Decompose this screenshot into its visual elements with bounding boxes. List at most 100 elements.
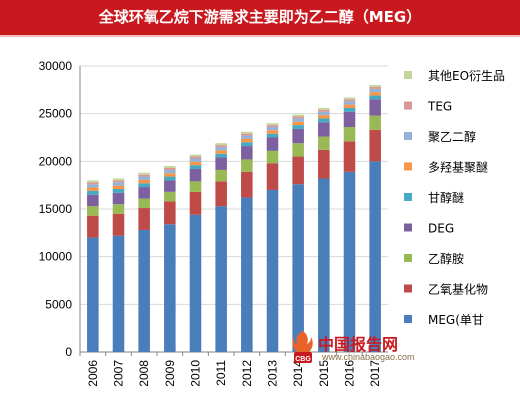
bar-segment-2013-series-1 bbox=[266, 163, 279, 190]
bar-segment-2012-series-3 bbox=[241, 146, 253, 160]
bar-segment-2016-series-0 bbox=[343, 171, 356, 352]
bar-segment-2014-series-6 bbox=[292, 118, 304, 122]
bar-segment-2009-series-4 bbox=[164, 176, 176, 181]
bar-segment-2011-series-7 bbox=[215, 145, 227, 148]
bar-segment-2011-series-5 bbox=[215, 150, 227, 154]
bar-segment-2008-series-4 bbox=[138, 183, 150, 188]
legend-label-series-4: 甘醇醚 bbox=[428, 190, 464, 205]
bar-segment-2010-series-6 bbox=[189, 158, 202, 162]
bar-segment-2008-series-6 bbox=[138, 176, 150, 180]
bar-segment-2010-series-8 bbox=[189, 154, 202, 157]
bar-segment-2008-series-0 bbox=[138, 229, 150, 352]
bar-segment-2009-series-1 bbox=[164, 201, 176, 225]
bar-segment-2010-series-5 bbox=[189, 161, 202, 166]
chinabaogao-logo-icon: CBG bbox=[292, 331, 313, 363]
bar-segment-2014-series-4 bbox=[292, 125, 304, 129]
bar-segment-2015-series-4 bbox=[318, 118, 330, 123]
bar-segment-2008-series-2 bbox=[138, 198, 150, 209]
bar-segment-2007-series-5 bbox=[112, 185, 125, 189]
y-tick-label: 5000 bbox=[45, 297, 72, 311]
bar-segment-2017-series-8 bbox=[369, 85, 381, 87]
bar-segment-2015-series-5 bbox=[318, 115, 330, 119]
bar-segment-2009-series-7 bbox=[164, 168, 176, 170]
bar-segment-2014-series-7 bbox=[292, 116, 304, 119]
bar-segment-2016-series-7 bbox=[343, 99, 356, 102]
x-tick-label: 2016 bbox=[343, 360, 357, 387]
legend-swatch-series-4 bbox=[404, 193, 412, 201]
bar-segment-2014-series-2 bbox=[292, 143, 304, 157]
bar-segment-2010-series-4 bbox=[189, 165, 202, 169]
bar-segment-2008-series-5 bbox=[138, 179, 150, 184]
bar-segment-2006-series-7 bbox=[87, 182, 99, 185]
legend-swatch-series-5 bbox=[404, 162, 412, 171]
x-tick-label: 2014 bbox=[291, 360, 305, 387]
legend-label-series-1: 乙氧基化物 bbox=[428, 283, 488, 297]
y-tick-label: 30000 bbox=[39, 59, 73, 73]
legend-label-series-6: 聚乙二醇 bbox=[428, 129, 476, 144]
legend-swatch-series-6 bbox=[404, 132, 412, 140]
bar-segment-2014-series-3 bbox=[292, 128, 304, 144]
bar-segment-2015-series-6 bbox=[318, 111, 330, 116]
bar-segment-2010-series-0 bbox=[189, 214, 202, 352]
bar-segment-2017-series-5 bbox=[369, 92, 381, 96]
bar-segment-2009-series-8 bbox=[164, 166, 176, 169]
x-tick-label: 2015 bbox=[317, 360, 331, 387]
bar-segment-2015-series-1 bbox=[318, 149, 330, 179]
bar-segment-2009-series-6 bbox=[164, 169, 176, 174]
x-tick-label: 2017 bbox=[368, 360, 382, 387]
bar-segment-2011-series-0 bbox=[215, 206, 227, 352]
bar-segment-2016-series-3 bbox=[343, 111, 356, 128]
bar-segment-2007-series-0 bbox=[112, 235, 125, 352]
bar-segment-2011-series-6 bbox=[215, 147, 227, 151]
bar-segment-2008-series-8 bbox=[138, 172, 150, 175]
bar-segment-2017-series-4 bbox=[369, 95, 381, 100]
bar-segment-2017-series-6 bbox=[369, 88, 381, 93]
bar-segment-2013-series-5 bbox=[266, 130, 279, 134]
logo-text: CBG bbox=[295, 356, 311, 363]
x-tick-label: 2009 bbox=[163, 360, 177, 387]
bar-segment-2012-series-8 bbox=[241, 131, 253, 134]
legend-label-series-0: MEG(单甘 bbox=[428, 313, 484, 327]
bar-segment-2014-series-0 bbox=[292, 184, 304, 352]
bar-segment-2016-series-5 bbox=[343, 104, 356, 108]
bar-segment-2008-series-1 bbox=[138, 208, 150, 230]
bar-segment-2013-series-6 bbox=[266, 127, 279, 131]
bar-segment-2009-series-3 bbox=[164, 180, 176, 192]
x-tick-label: 2013 bbox=[266, 360, 280, 387]
bar-segment-2015-series-8 bbox=[318, 107, 330, 110]
bar-segment-2016-series-4 bbox=[343, 107, 356, 112]
title-bar: 全球环氧乙烷下游需求主要即为乙二醇（MEG） bbox=[0, 0, 520, 37]
legend-swatch-series-7 bbox=[404, 101, 412, 110]
bar-segment-2006-series-6 bbox=[87, 184, 99, 188]
bar-segment-2017-series-2 bbox=[369, 115, 381, 130]
bar-segment-2012-series-6 bbox=[241, 135, 253, 139]
bar-segment-2017-series-0 bbox=[369, 161, 381, 352]
bar-segment-2007-series-6 bbox=[112, 182, 125, 186]
bar-segment-2012-series-4 bbox=[241, 142, 253, 147]
y-tick-label: 20000 bbox=[39, 154, 73, 168]
x-tick-label: 2007 bbox=[112, 360, 126, 387]
bar-segment-2012-series-5 bbox=[241, 138, 253, 143]
bar-segment-2006-series-2 bbox=[87, 206, 99, 216]
bar-segment-2009-series-0 bbox=[164, 224, 176, 352]
bar-segment-2008-series-7 bbox=[138, 174, 150, 177]
bar-segment-2009-series-2 bbox=[164, 191, 176, 202]
bar-segment-2017-series-7 bbox=[369, 86, 381, 89]
legend-swatch-series-1 bbox=[404, 284, 412, 293]
bar-segment-2015-series-0 bbox=[318, 178, 330, 352]
watermark-url: www.chinabaogao.com bbox=[322, 352, 415, 362]
watermark-site-name: 中国报告网 bbox=[318, 335, 399, 354]
bar-segment-2007-series-2 bbox=[112, 204, 125, 214]
bar-segment-2007-series-8 bbox=[112, 178, 125, 181]
bar-segment-2006-series-8 bbox=[87, 180, 99, 183]
bar-segment-2006-series-4 bbox=[87, 190, 99, 195]
bar-segment-2013-series-8 bbox=[266, 123, 279, 126]
bar-segment-2013-series-3 bbox=[266, 137, 279, 151]
chart-title: 全球环氧乙烷下游需求主要即为乙二醇（MEG） bbox=[98, 8, 422, 26]
legend-label-series-5: 多羟基聚醚 bbox=[428, 160, 488, 175]
bar-segment-2012-series-2 bbox=[241, 159, 253, 172]
x-tick-label: 2011 bbox=[214, 360, 228, 386]
bar-segment-2006-series-1 bbox=[87, 215, 99, 238]
bar-segment-2011-series-4 bbox=[215, 153, 227, 158]
bar-segment-2007-series-7 bbox=[112, 180, 125, 183]
